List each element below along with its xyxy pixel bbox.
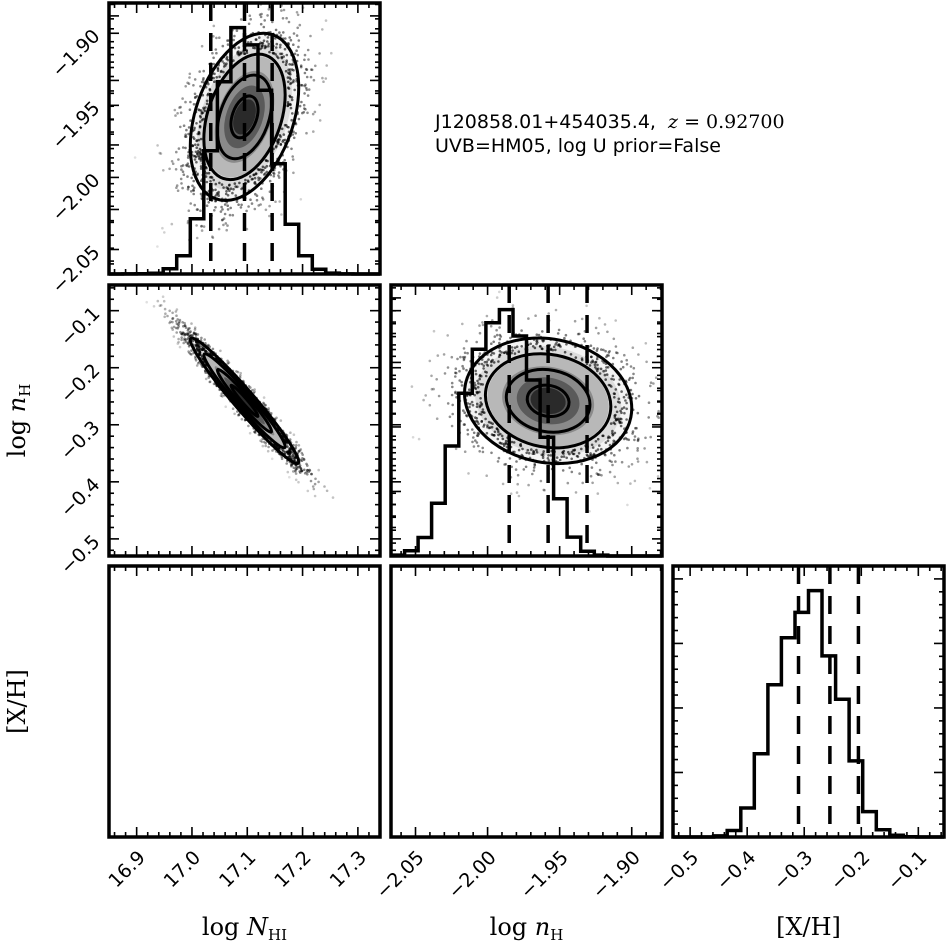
annotation-line-2: UVB=HM05, log U prior=False xyxy=(435,135,721,157)
contour-nH-XH-0 xyxy=(525,383,571,419)
histogram-XH xyxy=(673,588,944,839)
y-tick-label-XH-0: −0.5 xyxy=(56,531,104,579)
contour-nH-XH-1 xyxy=(504,367,592,434)
x-tick-label-NHI-3: 17.2 xyxy=(270,847,315,892)
panel-frame-1-0 xyxy=(107,283,382,558)
ticks xyxy=(109,2,944,838)
contour-NHI-XH-3 xyxy=(188,336,301,466)
x-tick-label-nH-1: −2.00 xyxy=(444,847,501,904)
panel-frame-2-1 xyxy=(389,564,664,839)
contour-NHI-XH-1 xyxy=(215,367,274,434)
x-tick-label-XH-3: −0.2 xyxy=(826,847,874,895)
contour-NHI-XH-2 xyxy=(202,352,287,450)
y-tick-label-nH-0: −2.05 xyxy=(48,241,105,298)
x-tick-label-NHI-4: 17.3 xyxy=(326,847,371,892)
y-tick-label-XH-2: −0.3 xyxy=(56,417,104,465)
x-tick-label-XH-4: −0.1 xyxy=(883,847,931,895)
panel-frame-2-0 xyxy=(107,564,382,839)
y-axis-label-nH: log nH xyxy=(3,384,34,458)
x-tick-label-NHI-2: 17.1 xyxy=(215,847,260,892)
contour-nH-XH-3 xyxy=(463,336,634,466)
y-tick-label-XH-3: −0.2 xyxy=(56,360,104,408)
annotation-line-1: J120858.01+454035.4, z = 0.92700 xyxy=(434,111,785,133)
density-level-5 xyxy=(233,99,256,135)
x-tick-label-nH-2: −1.95 xyxy=(516,847,573,904)
x-tick-label-XH-0: −0.5 xyxy=(655,847,703,895)
panel-frame-1-1 xyxy=(389,283,664,558)
y-tick-label-nH-3: −1.90 xyxy=(48,25,105,82)
x-tick-label-nH-3: −1.90 xyxy=(588,847,645,904)
axis-labels: 16.9 17.0 17.1 17.2 17.3 −2.05 −2.00 −1.95 −1.90… xyxy=(3,25,931,944)
density-level-5 xyxy=(233,387,256,414)
x-tick-label-XH-2: −0.3 xyxy=(769,847,817,895)
x-tick-label-nH-0: −2.05 xyxy=(372,847,429,904)
contour-nH-XH-2 xyxy=(483,352,613,450)
histograms xyxy=(109,3,944,839)
density-fills xyxy=(188,31,634,466)
contour-NHI-XH-0 xyxy=(229,383,260,419)
y-tick-label-XH-4: −0.1 xyxy=(56,303,104,351)
y-tick-label-nH-1: −2.00 xyxy=(48,169,105,226)
y-tick-label-XH-1: −0.4 xyxy=(56,474,104,522)
x-tick-label-XH-1: −0.4 xyxy=(712,847,760,895)
y-axis-label-XH: [X/H] xyxy=(3,669,31,734)
x-tick-label-NHI-1: 17.0 xyxy=(160,847,205,892)
x-axis-label-NHI: log NHI xyxy=(202,913,287,944)
x-axis-label-nH: log nH xyxy=(490,913,564,944)
sample-points xyxy=(133,3,662,513)
x-tick-label-NHI-0: 16.9 xyxy=(104,847,149,892)
contour-NHI-nH-0 xyxy=(229,94,260,140)
y-tick-label-nH-2: −1.95 xyxy=(48,97,105,154)
panel-frames xyxy=(107,1,946,839)
x-axis-label-XH: [X/H] xyxy=(776,913,841,941)
panel-frame-2-2 xyxy=(671,564,946,839)
panel-frame-0-0 xyxy=(107,1,382,276)
contours xyxy=(188,31,634,466)
